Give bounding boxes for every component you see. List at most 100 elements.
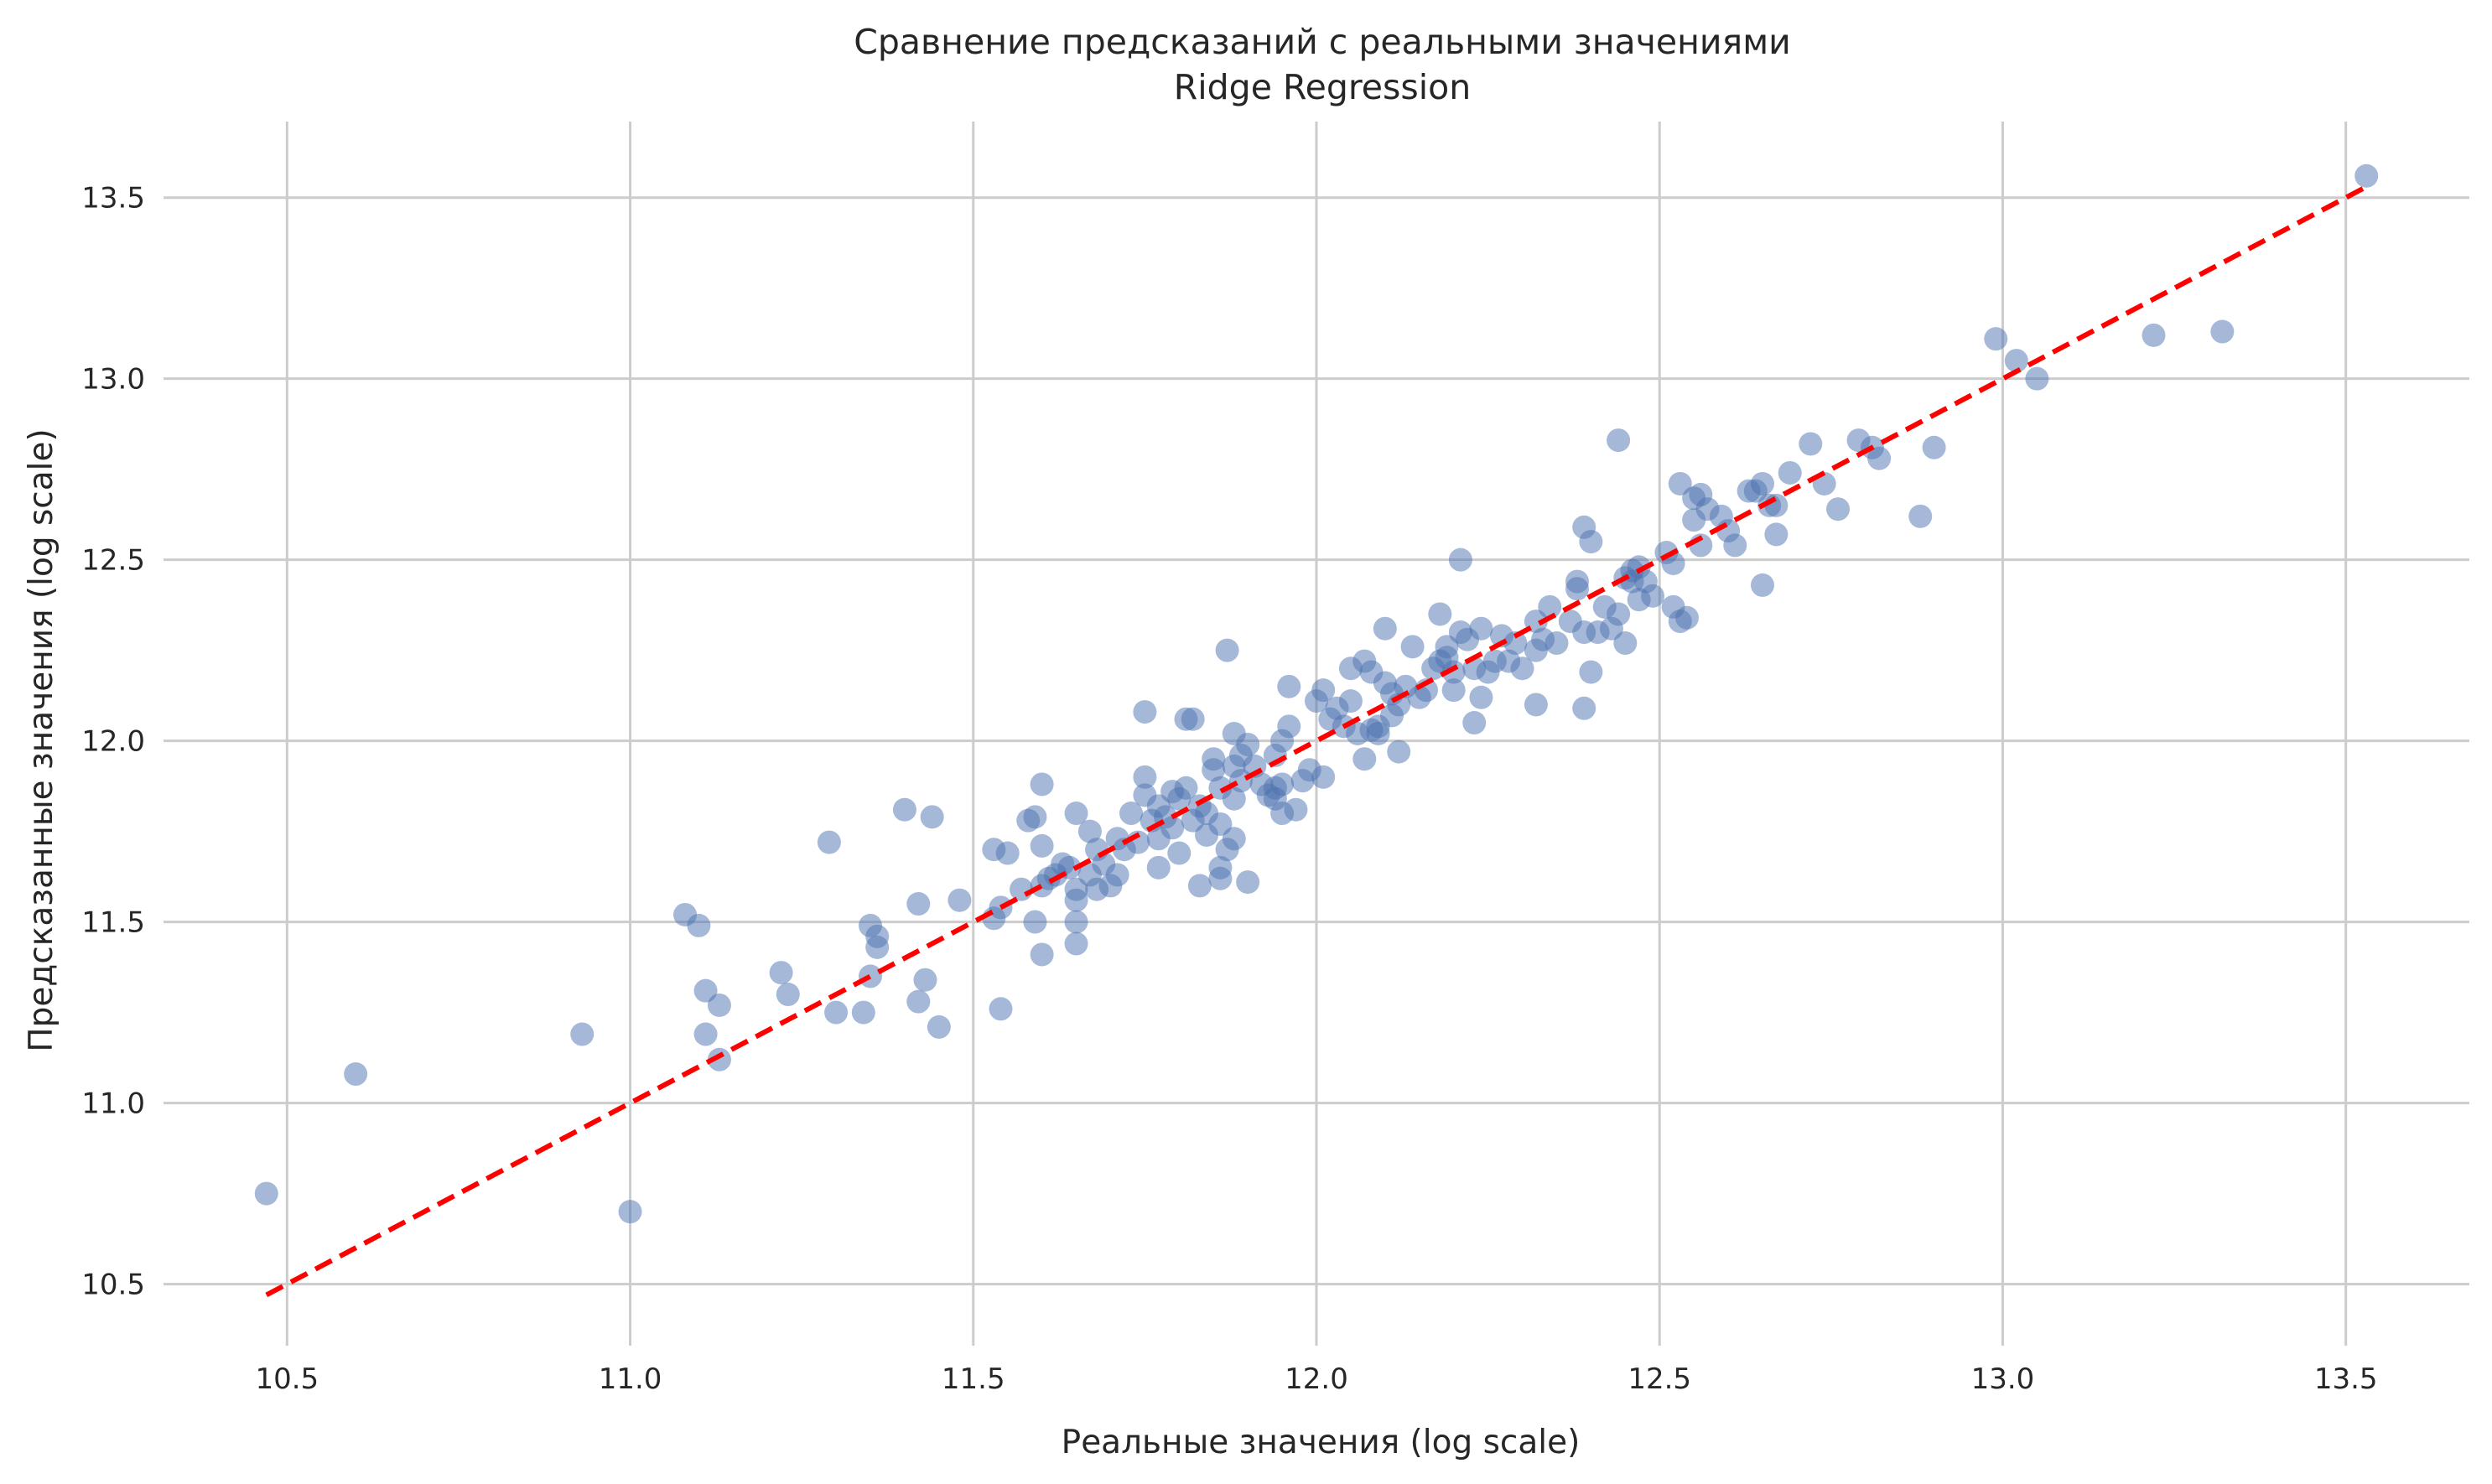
data-point [1064,910,1088,934]
data-point [1750,471,1774,496]
data-point [1908,504,1933,528]
data-point [1030,942,1054,967]
x-tick-label: 12.5 [1628,1362,1691,1396]
data-point [1119,802,1144,826]
data-point [2004,349,2028,373]
data-point [1338,689,1363,713]
data-point [769,961,793,985]
data-point [824,1000,849,1025]
data-point [906,989,931,1014]
data-point [1064,802,1088,826]
data-point [1222,827,1246,851]
data-point [1579,660,1603,684]
data-point [1311,678,1336,703]
data-point [817,830,841,854]
data-point [851,1000,875,1025]
data-points [254,163,2379,1224]
data-point [1826,497,1851,521]
data-point [687,913,711,937]
data-point [1366,722,1390,745]
data-point [859,964,883,988]
data-point [947,888,972,912]
data-point [1160,816,1185,840]
data-point [1545,631,1569,656]
data-point [570,1022,594,1046]
data-point [1441,678,1466,703]
data-point [1572,696,1596,720]
data-point [1311,765,1336,789]
data-point [865,935,890,959]
data-point [1524,693,1548,717]
data-point [1133,700,1157,724]
x-tick-label: 10.5 [255,1362,319,1396]
data-point [254,1181,278,1206]
data-point [1400,635,1425,659]
data-point [1236,870,1260,895]
data-point [1441,660,1466,684]
data-point [1764,522,1789,547]
data-point [2025,366,2049,391]
data-point [707,1047,731,1071]
data-point [906,892,931,916]
data-point [1565,569,1590,594]
data-point [1867,446,1892,470]
data-point [1146,855,1171,880]
data-point [1448,547,1472,572]
data-point [1277,674,1301,698]
data-point [1277,714,1301,739]
data-point [1202,758,1226,782]
x-tick-label: 11.0 [599,1362,662,1396]
data-point [1352,747,1377,771]
data-point [1613,631,1638,656]
data-point [1723,533,1747,558]
data-point [344,1062,368,1087]
data-point [1503,631,1528,656]
data-point [913,968,937,992]
data-point [1284,797,1308,822]
data-point [693,1022,718,1046]
data-point [1236,732,1260,756]
data-point [1510,656,1534,681]
data-point [1187,874,1212,898]
data-point [1208,866,1233,890]
data-point [1077,819,1102,843]
data-point [1167,841,1191,865]
data-point [920,805,944,829]
data-point [1270,772,1295,796]
data-point [1064,931,1088,956]
data-point [1674,605,1699,630]
x-tick-label: 12.0 [1285,1362,1348,1396]
data-point [1469,616,1493,641]
data-point [1373,616,1397,641]
data-point [1030,833,1054,858]
y-tick-label: 12.0 [81,725,145,759]
data-point [1105,863,1129,887]
data-point [1579,530,1603,554]
data-point [1607,428,1631,453]
data-point [776,983,800,1007]
data-point [1750,573,1774,597]
data-point [1641,584,1665,608]
data-point [1469,685,1493,709]
x-axis-label: Реальные значения (log scale) [1062,1424,1581,1461]
data-point [1538,594,1562,619]
data-point [2142,323,2166,347]
data-point [2210,319,2235,344]
data-point [618,1200,642,1224]
y-axis-label: Предсказанные значения (log scale) [23,428,60,1051]
data-point [1764,493,1789,517]
data-point [1181,707,1205,731]
y-tick-label: 13.5 [81,182,145,215]
data-point [1922,435,1946,459]
data-point [1215,638,1239,662]
data-point [1387,739,1411,764]
data-point [1462,711,1487,735]
data-point [1064,888,1088,912]
data-point [892,797,916,822]
data-point [1799,432,1823,456]
x-tick-label: 13.5 [2314,1362,2378,1396]
data-point [707,993,731,1017]
reference-line [265,184,2368,1298]
y-tick-label: 10.5 [81,1269,145,1302]
